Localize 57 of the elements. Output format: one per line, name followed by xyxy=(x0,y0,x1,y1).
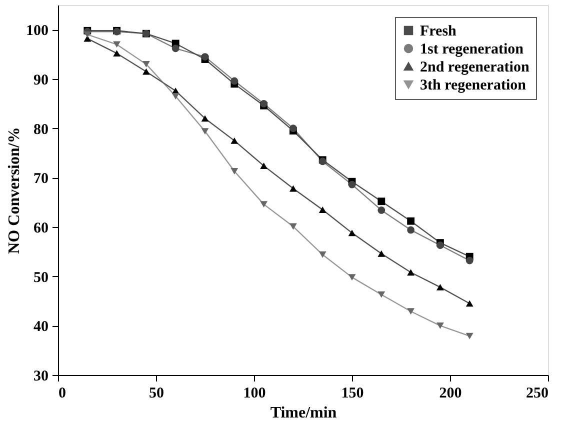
point xyxy=(378,291,386,298)
x-tick-label: 200 xyxy=(439,386,462,402)
point xyxy=(318,206,326,213)
legend-label: 2nd regeneration xyxy=(420,60,530,76)
point xyxy=(84,31,92,38)
y-tick-label: 100 xyxy=(26,23,48,40)
point xyxy=(289,223,297,230)
point xyxy=(289,124,297,132)
point xyxy=(172,93,180,100)
point xyxy=(142,60,150,68)
y-tick-label: 30 xyxy=(34,368,48,384)
y-tick-label: 40 xyxy=(34,319,48,336)
point xyxy=(378,198,386,206)
point xyxy=(466,256,474,264)
point xyxy=(230,168,238,174)
x-tick-label: 0 xyxy=(58,386,66,402)
y-tick-label: 50 xyxy=(34,270,48,286)
point xyxy=(466,332,474,340)
x-axis-title: Time/min xyxy=(270,404,337,422)
point xyxy=(378,250,386,257)
y-axis-title: NO Conversion/% xyxy=(6,127,23,254)
point xyxy=(201,53,209,60)
y-tick-label: 90 xyxy=(34,72,48,88)
point xyxy=(201,115,209,122)
legend-label: 1st regeneration xyxy=(420,42,524,58)
x-tick-label: 50 xyxy=(149,386,164,402)
point xyxy=(113,50,121,57)
point xyxy=(407,308,415,315)
point xyxy=(113,41,121,48)
point xyxy=(260,201,268,208)
point xyxy=(436,322,444,329)
point xyxy=(378,206,386,214)
legend-label: 3th regeneration xyxy=(420,78,527,94)
point xyxy=(230,137,238,144)
point xyxy=(142,68,150,75)
point xyxy=(172,44,180,52)
x-tick-label: 250 xyxy=(526,386,548,402)
point xyxy=(436,284,444,290)
y-tick-label: 70 xyxy=(34,171,48,188)
point xyxy=(230,77,238,85)
legend-label: Fresh xyxy=(420,24,458,40)
x-tick-label: 100 xyxy=(243,386,266,402)
point xyxy=(466,300,474,307)
y-tick-label: 80 xyxy=(34,122,48,138)
point xyxy=(348,230,356,236)
point xyxy=(407,217,415,225)
point xyxy=(260,162,268,170)
point xyxy=(348,180,356,188)
point xyxy=(436,242,444,249)
point xyxy=(348,274,356,281)
point xyxy=(407,269,415,276)
y-tick-label: 60 xyxy=(34,220,48,236)
x-tick-label: 150 xyxy=(341,386,364,402)
point xyxy=(407,226,415,234)
point xyxy=(289,185,297,192)
point xyxy=(318,251,326,258)
point xyxy=(201,128,209,135)
